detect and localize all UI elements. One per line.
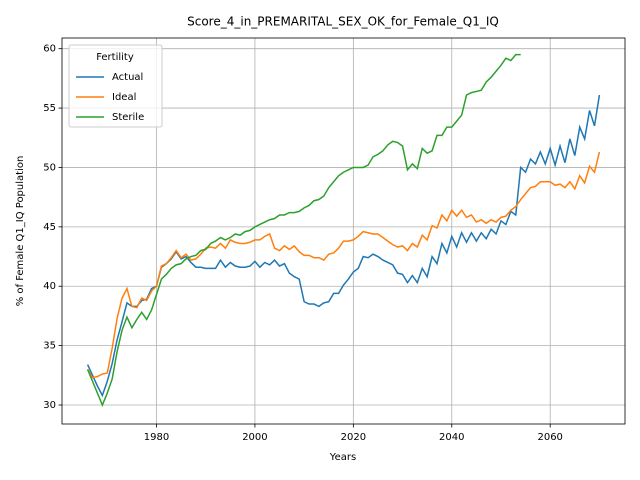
y-tick-label: 45 [43, 222, 56, 233]
x-tick-label: 2040 [439, 432, 464, 443]
y-axis-label: % of Female Q1_IQ Population [15, 156, 26, 307]
y-tick-label: 55 [43, 103, 56, 114]
y-tick-label: 35 [43, 341, 56, 352]
y-tick-label: 40 [43, 281, 56, 292]
chart-title: Score_4_in_PREMARITAL_SEX_OK_for_Female_… [187, 15, 499, 29]
y-tick-label: 30 [43, 400, 56, 411]
x-tick-label: 2020 [341, 432, 366, 443]
x-tick-label: 1980 [144, 432, 169, 443]
series-line [86, 53, 521, 407]
legend-label: Ideal [112, 92, 136, 103]
legend-label: Sterile [112, 112, 144, 123]
legend: Fertility Actual Ideal Sterile [68, 44, 163, 128]
y-tick-label: 50 [43, 162, 56, 173]
x-tick-label: 2060 [537, 432, 562, 443]
legend-label: Actual [112, 72, 143, 83]
y-tick-label: 60 [43, 44, 56, 55]
x-tick-label: 2000 [242, 432, 267, 443]
legend-box [68, 44, 163, 128]
legend-title: Fertility [96, 52, 134, 63]
series-line [86, 151, 601, 379]
x-axis-label: Years [329, 452, 356, 463]
series-line [86, 94, 601, 398]
plot-frame [61, 37, 626, 425]
